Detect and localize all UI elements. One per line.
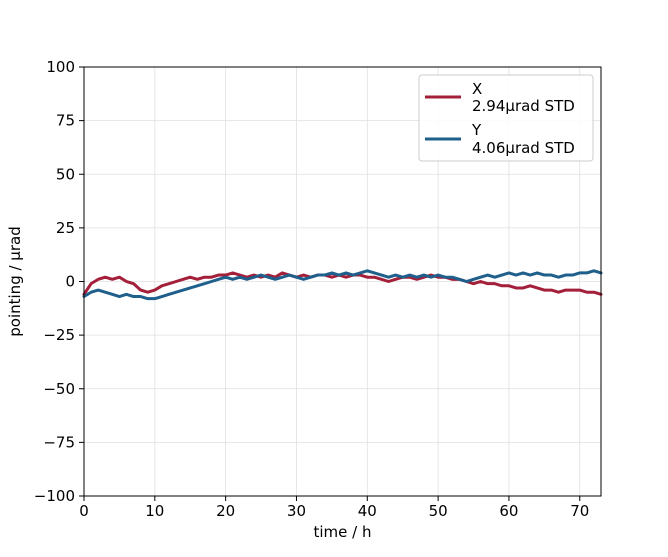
y-tick-label: 100	[46, 58, 75, 76]
x-tick-label: 50	[429, 502, 448, 520]
y-tick-label: −25	[43, 326, 75, 344]
legend-std-y: 4.06µrad STD	[472, 139, 575, 157]
y-tick-label: −50	[43, 380, 75, 398]
x-axis: 0 10 20 30 40 50 60 70	[79, 496, 589, 520]
x-tick-label: 0	[79, 502, 89, 520]
y-tick-label: −75	[43, 433, 75, 451]
y-tick-label: 50	[56, 165, 75, 183]
y-tick-label: 25	[56, 219, 75, 237]
legend-std-x: 2.94µrad STD	[472, 97, 575, 115]
x-tick-label: 70	[570, 502, 589, 520]
x-tick-label: 30	[287, 502, 306, 520]
x-tick-label: 60	[499, 502, 518, 520]
y-tick-label: 0	[65, 273, 75, 291]
y-tick-label: −100	[34, 487, 75, 505]
x-tick-label: 40	[358, 502, 377, 520]
x-tick-label: 20	[216, 502, 235, 520]
series-layer	[82, 269, 603, 301]
legend-label-x: X	[472, 80, 482, 98]
series-line-y	[82, 269, 603, 301]
legend-label-y: Y	[471, 121, 482, 139]
y-tick-label: 75	[56, 112, 75, 130]
y-axis-label: pointing / µrad	[6, 226, 24, 336]
x-tick-label: 10	[145, 502, 164, 520]
series-line-x	[82, 271, 603, 296]
x-axis-label: time / h	[314, 523, 372, 541]
legend-box	[418, 74, 594, 162]
y-axis: 100 75 50 25 0 −25 −50 −75 −100	[34, 58, 84, 505]
legend: X 2.94µrad STD Y 4.06µrad STD	[418, 74, 594, 162]
